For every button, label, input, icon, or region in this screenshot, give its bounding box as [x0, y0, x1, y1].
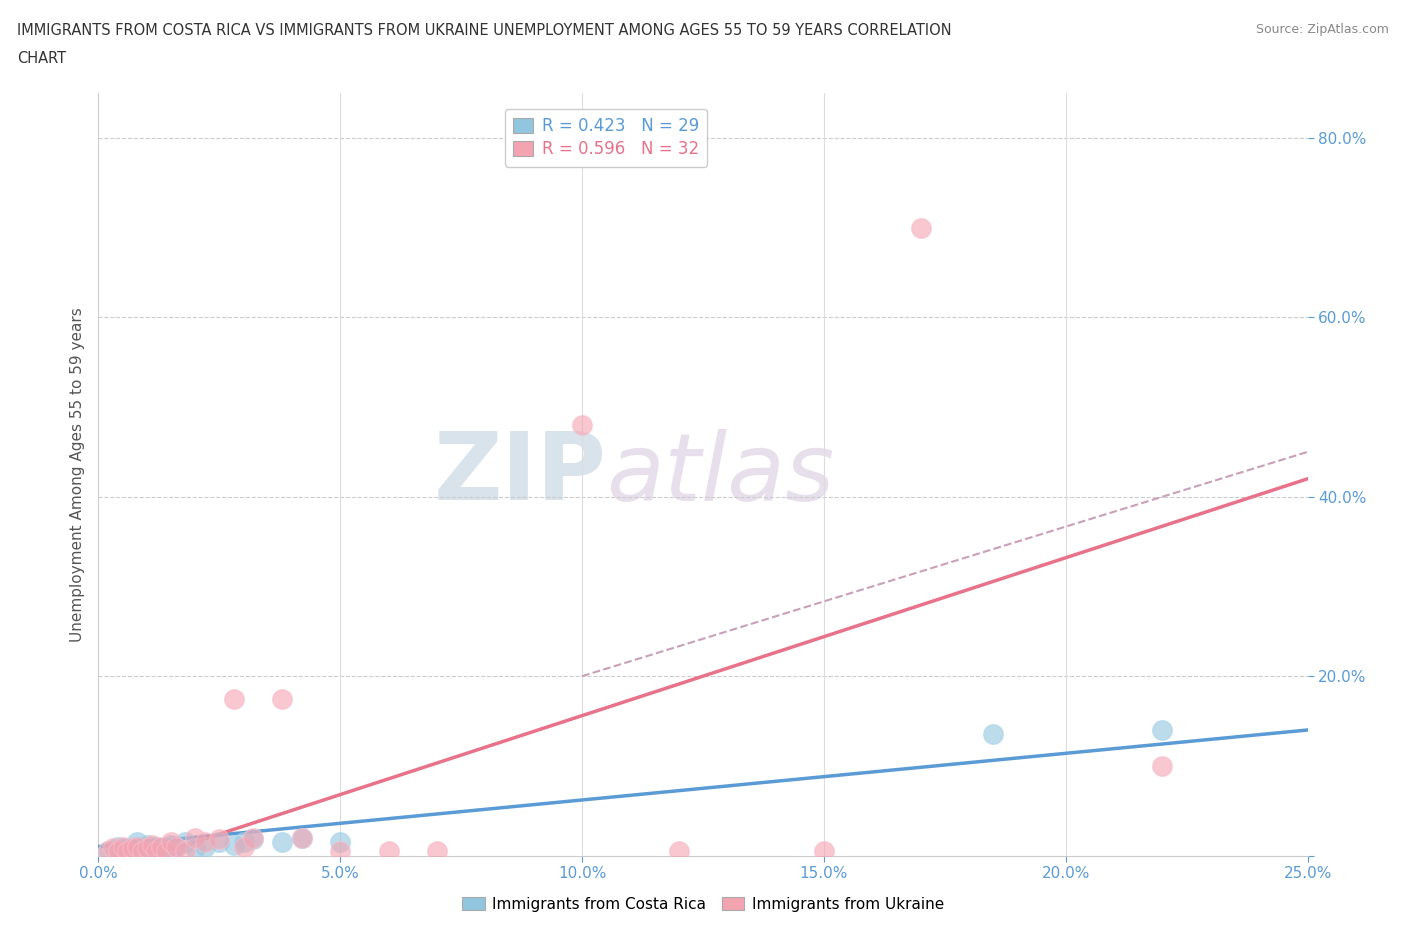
- Text: atlas: atlas: [606, 429, 835, 520]
- Point: [813, 844, 835, 858]
- Point: [97, 844, 120, 858]
- Point: [571, 418, 593, 432]
- Point: [668, 844, 690, 858]
- Point: [121, 844, 143, 858]
- Text: CHART: CHART: [17, 51, 66, 66]
- Point: [97, 844, 120, 858]
- Point: [107, 844, 129, 858]
- Point: [184, 830, 207, 845]
- Legend: R = 0.423   N = 29, R = 0.596   N = 32: R = 0.423 N = 29, R = 0.596 N = 32: [505, 109, 707, 166]
- Point: [145, 844, 167, 858]
- Point: [232, 835, 254, 850]
- Point: [910, 220, 932, 235]
- Point: [194, 839, 217, 854]
- Point: [127, 839, 149, 854]
- Point: [141, 837, 163, 852]
- Legend: Immigrants from Costa Rica, Immigrants from Ukraine: Immigrants from Costa Rica, Immigrants f…: [456, 890, 950, 918]
- Point: [290, 830, 312, 845]
- Text: Source: ZipAtlas.com: Source: ZipAtlas.com: [1256, 23, 1389, 36]
- Point: [135, 841, 157, 856]
- Point: [150, 839, 173, 854]
- Point: [174, 844, 197, 858]
- Point: [242, 832, 264, 847]
- Point: [150, 844, 173, 858]
- Point: [121, 841, 143, 856]
- Point: [131, 844, 153, 858]
- Point: [131, 844, 153, 858]
- Point: [329, 835, 352, 850]
- Point: [232, 839, 254, 854]
- Point: [117, 844, 139, 858]
- Point: [242, 830, 264, 845]
- Point: [160, 837, 183, 852]
- Point: [101, 841, 124, 856]
- Text: ZIP: ZIP: [433, 429, 606, 520]
- Point: [127, 835, 149, 850]
- Point: [271, 691, 294, 706]
- Point: [165, 839, 187, 854]
- Point: [426, 844, 449, 858]
- Point: [194, 835, 217, 850]
- Point: [111, 839, 134, 854]
- Point: [165, 839, 187, 854]
- Point: [208, 832, 231, 847]
- Point: [160, 844, 183, 858]
- Point: [107, 839, 129, 854]
- Point: [135, 841, 157, 856]
- Point: [155, 841, 177, 856]
- Point: [174, 835, 197, 850]
- Point: [155, 844, 177, 858]
- Point: [184, 841, 207, 856]
- Point: [1152, 759, 1174, 774]
- Point: [290, 830, 312, 845]
- Point: [111, 844, 134, 858]
- Point: [117, 841, 139, 856]
- Text: IMMIGRANTS FROM COSTA RICA VS IMMIGRANTS FROM UKRAINE UNEMPLOYMENT AMONG AGES 55: IMMIGRANTS FROM COSTA RICA VS IMMIGRANTS…: [17, 23, 952, 38]
- Point: [1152, 723, 1174, 737]
- Point: [141, 844, 163, 858]
- Point: [222, 837, 245, 852]
- Point: [329, 844, 352, 858]
- Point: [208, 835, 231, 850]
- Point: [271, 835, 294, 850]
- Point: [981, 727, 1004, 742]
- Point: [222, 691, 245, 706]
- Point: [135, 837, 157, 852]
- Point: [145, 839, 167, 854]
- Point: [160, 835, 183, 850]
- Y-axis label: Unemployment Among Ages 55 to 59 years: Unemployment Among Ages 55 to 59 years: [69, 307, 84, 642]
- Point: [127, 839, 149, 854]
- Point: [377, 844, 399, 858]
